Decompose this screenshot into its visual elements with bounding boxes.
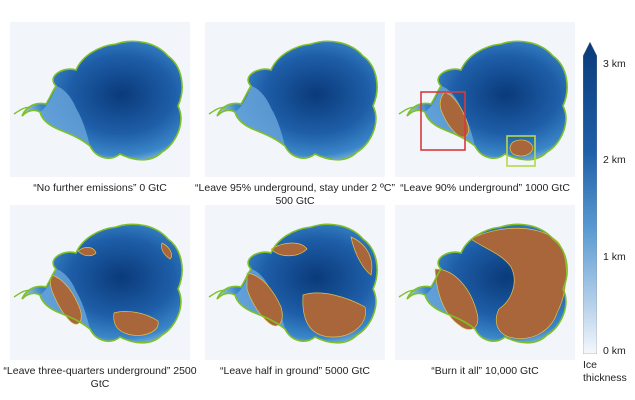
colorbar-title-line2: thickness (583, 372, 627, 384)
antarctica-map-1 (10, 22, 190, 177)
colorbar-title: Ice thickness (583, 359, 627, 385)
grounding-line (216, 223, 378, 344)
highlight-box-red (420, 91, 466, 151)
peninsula-tip (13, 289, 31, 298)
grounding-line (216, 40, 378, 161)
exposed-bedrock-1 (50, 274, 82, 325)
ice-thickness-colorbar (583, 42, 597, 354)
colorbar-tick-3km: 3 km (603, 58, 626, 70)
panel-caption-4: “Leave three-quarters underground” 2500 … (3, 365, 197, 390)
panel-caption-6: “Burn it all” 10,000 GtC (431, 365, 539, 377)
exposed-bedrock-4 (350, 236, 373, 276)
antarctica-continent (398, 40, 568, 161)
exposed-bedrock-2 (509, 139, 534, 157)
west-antarctica-ice (40, 86, 90, 146)
antarctica-map-3 (395, 22, 575, 177)
map-panel-1: “No further emissions” 0 GtC (10, 22, 190, 194)
west-antarctica-ice (235, 86, 285, 146)
highlight-box-green (506, 135, 536, 167)
exposed-bedrock-3 (270, 242, 308, 257)
peninsula-tip (208, 106, 226, 115)
antarctica-continent (208, 223, 378, 344)
grounding-line (406, 223, 568, 344)
antarctica-map-5 (205, 205, 385, 360)
exposed-bedrock-3 (77, 247, 97, 257)
grounding-line (21, 223, 183, 344)
antarctica-continent (13, 40, 183, 161)
map-panel-5: “Leave half in ground” 5000 GtC (205, 205, 385, 377)
peninsula-tip (398, 289, 416, 298)
antarctica-map-6 (395, 205, 575, 360)
map-panel-6: “Burn it all” 10,000 GtC (395, 205, 575, 377)
grounding-line (406, 40, 568, 161)
antarctica-map-2 (205, 22, 385, 177)
map-panel-2: “Leave 95% underground, stay under 2 ºC”… (195, 22, 395, 207)
antarctica-map-4 (10, 205, 190, 360)
antarctica-continent (208, 40, 378, 161)
panel-caption-1: “No further emissions” 0 GtC (33, 182, 167, 194)
panel-caption-5: “Leave half in ground” 5000 GtC (219, 365, 370, 377)
peninsula-tip (208, 289, 226, 298)
peninsula-tip (13, 106, 31, 115)
exposed-bedrock-4 (161, 242, 172, 260)
colorbar-tick-0km: 0 km (603, 345, 626, 357)
colorbar-tick-2km: 2 km (603, 154, 626, 166)
colorbar-tick-1km: 1 km (603, 251, 626, 263)
panel-caption-3: “Leave 90% underground” 1000 GtC (400, 182, 570, 194)
panel-caption-2: “Leave 95% underground, stay under 2 ºC”… (195, 182, 395, 207)
antarctica-continent (398, 223, 568, 344)
map-panel-4: “Leave three-quarters underground” 2500 … (3, 205, 197, 390)
exposed-bedrock-2 (302, 292, 366, 338)
peninsula-tip (398, 106, 416, 115)
antarctica-continent (13, 223, 183, 344)
grounding-line (21, 40, 183, 161)
colorbar-title-line1: Ice (583, 359, 598, 371)
map-panel-3: “Leave 90% underground” 1000 GtC (395, 22, 575, 194)
exposed-bedrock-2 (113, 311, 159, 336)
